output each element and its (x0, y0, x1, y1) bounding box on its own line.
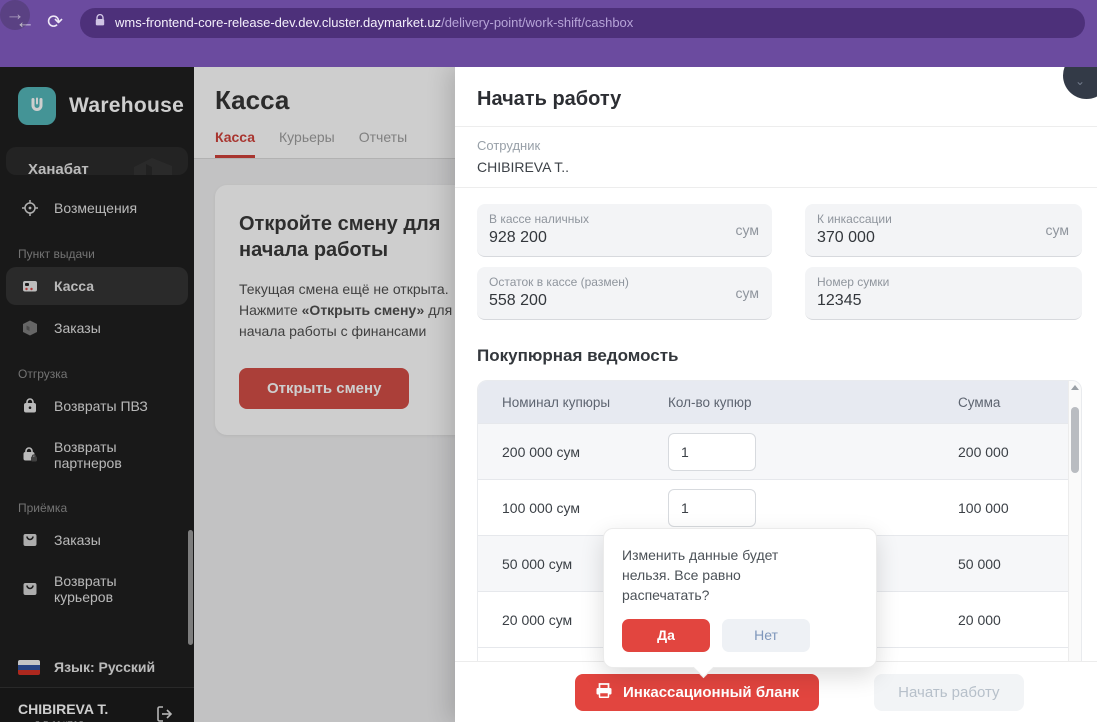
sidebar-item-orders-receiving[interactable]: Заказы (6, 521, 188, 559)
warehouse-selector[interactable]: Ханабат (6, 147, 188, 175)
drawer-title: Начать работу (455, 67, 1097, 127)
language-switcher[interactable]: Язык: Русский (0, 647, 194, 687)
register-remainder-field[interactable]: Остаток в кассе (размен) 558 200 сум (477, 267, 772, 320)
confirm-print-popup: Изменить данные будет нельзя. Все равно … (603, 528, 877, 678)
sidebar-item-label: Возвраты партнеров (54, 439, 122, 471)
table-row: 200 000 сум 200 000 (478, 423, 1081, 479)
sidebar: Warehouse Ханабат Возмещения Пункт выдач… (0, 67, 194, 722)
collection-form-button[interactable]: Инкассационный бланк (575, 673, 820, 711)
sidebar-item-orders[interactable]: Заказы (6, 309, 188, 347)
app-version: ver 2.5.11#712 (18, 720, 108, 722)
warehouse-name: Ханабат (28, 161, 89, 175)
start-work-button[interactable]: Начать работу (874, 673, 1024, 711)
denomination-cell: 50 000 сум (502, 555, 573, 572)
page-title: Касса (215, 85, 290, 115)
inbox-icon (20, 531, 40, 549)
cash-in-register-field[interactable]: В кассе наличных 928 200 сум (477, 204, 772, 257)
inbox-icon (20, 580, 40, 598)
bag-lock-icon (20, 446, 40, 464)
table-scrollbar-thumb[interactable] (1071, 407, 1079, 473)
denomination-cell: 200 000 сум (502, 443, 580, 460)
box-icon (134, 158, 172, 175)
count-input[interactable] (668, 488, 756, 527)
sidebar-item-label: Заказы (54, 320, 101, 336)
tab-bar: Касса Курьеры Отчеты (215, 129, 1097, 158)
sidebar-item-returns-pvz[interactable]: Возвраты ПВЗ (6, 387, 188, 425)
scroll-up-icon[interactable] (1071, 385, 1079, 390)
address-bar[interactable]: wms-frontend-core-release-dev.dev.cluste… (80, 7, 1085, 38)
tab-cashbox[interactable]: Касса (215, 129, 256, 158)
lock-icon (94, 13, 106, 32)
currency-suffix: сум (735, 222, 759, 238)
sidebar-item-label: Возвраты курьеров (54, 573, 117, 605)
sidebar-item-label: Заказы (54, 532, 101, 548)
url-domain: wms-frontend-core-release-dev.dev.cluste… (115, 15, 442, 30)
cash-register-icon (20, 277, 40, 295)
sum-cell: 200 000 (958, 443, 1009, 460)
sum-cell: 50 000 (958, 555, 1001, 572)
table-row: 100 000 сум 100 000 (478, 479, 1081, 535)
denomination-cell: 20 000 сум (502, 611, 573, 628)
card-text: Текущая смена ещё не открыта. Нажмите «О… (239, 281, 453, 339)
russia-flag-icon (18, 659, 40, 675)
language-label: Язык: Русский (54, 659, 156, 675)
employee-label: Сотрудник (477, 138, 541, 153)
user-name: CHIBIREVA T. (18, 701, 109, 717)
banknote-sheet-title: Покупюрная ведомость (477, 346, 679, 365)
sidebar-item-cashbox[interactable]: Касса (6, 267, 188, 305)
browser-reload-button[interactable]: ⟳ (47, 12, 63, 33)
employee-value: CHIBIREVA T.. (477, 159, 570, 175)
popup-yes-button[interactable]: Да (622, 618, 710, 652)
cash-fields: В кассе наличных 928 200 сум К инкассаци… (455, 188, 1097, 320)
logout-icon[interactable] (154, 704, 176, 722)
count-input[interactable] (668, 432, 756, 471)
popup-message: Изменить данные будет нельзя. Все равно … (622, 547, 779, 603)
card-heading: Откройте смену для начала работы (239, 213, 441, 261)
sum-cell: 100 000 (958, 499, 1009, 516)
to-collection-field[interactable]: К инкассации 370 000 сум (805, 204, 1082, 257)
sum-cell: 20 000 (958, 611, 1001, 628)
browser-forward-button[interactable]: → (0, 0, 30, 30)
col-denomination: Номинал купюры (502, 394, 611, 410)
sidebar-section-shipping: Отгрузка (18, 367, 68, 381)
sidebar-section-receiving: Приёмка (18, 501, 68, 515)
app-window: Warehouse Ханабат Возмещения Пункт выдач… (0, 67, 1097, 722)
cube-icon (20, 319, 40, 337)
popup-no-button[interactable]: Нет (722, 618, 810, 652)
sidebar-item-label: Касса (54, 278, 95, 294)
url-path: /delivery-point/work-shift/cashbox (441, 15, 634, 30)
drawer-footer: Инкассационный бланк Начать работу (455, 661, 1097, 722)
user-block: CHIBIREVA T. ver 2.5.11#712 (0, 687, 194, 722)
browser-chrome: ← → ⟳ wms-frontend-core-release-dev.dev.… (0, 0, 1097, 67)
app-name: Warehouse (69, 94, 185, 117)
currency-suffix: сум (735, 285, 759, 301)
sidebar-item-label: Возвраты ПВЗ (54, 398, 148, 414)
denomination-cell: 100 000 сум (502, 499, 580, 516)
sidebar-item-reimbursements[interactable]: Возмещения (6, 189, 188, 227)
tab-couriers[interactable]: Курьеры (279, 129, 335, 145)
sidebar-item-returns-couriers[interactable]: Возвраты курьеров (6, 563, 188, 615)
warehouse-logo-icon (18, 87, 56, 125)
app-logo: Warehouse (0, 67, 194, 141)
browser-back-button[interactable]: ← (15, 11, 35, 33)
col-sum: Сумма (958, 394, 1001, 410)
currency-suffix: сум (1045, 222, 1069, 238)
employee-field: Сотрудник CHIBIREVA T.. (455, 127, 1097, 188)
tab-reports[interactable]: Отчеты (358, 129, 408, 145)
start-work-drawer: ⌄ Начать работу Сотрудник CHIBIREVA T.. … (455, 67, 1097, 722)
sidebar-item-label: Возмещения (54, 200, 138, 216)
sidebar-section-delivery: Пункт выдачи (18, 247, 95, 261)
bag-number-field[interactable]: Номер сумки 12345 (805, 267, 1082, 320)
bag-icon (20, 397, 40, 415)
url-text: wms-frontend-core-release-dev.dev.cluste… (115, 15, 633, 30)
col-count: Кол-во купюр (668, 394, 752, 410)
open-shift-button[interactable]: Открыть смену (239, 368, 410, 409)
modal-dim-overlay (0, 67, 455, 722)
target-icon (20, 199, 40, 217)
printer-icon (595, 682, 613, 703)
sidebar-scrollbar-thumb[interactable] (188, 530, 193, 645)
sidebar-item-returns-partners[interactable]: Возвраты партнеров (6, 429, 188, 481)
table-header-row: Номинал купюры Кол-во купюр Сумма (478, 381, 1081, 423)
